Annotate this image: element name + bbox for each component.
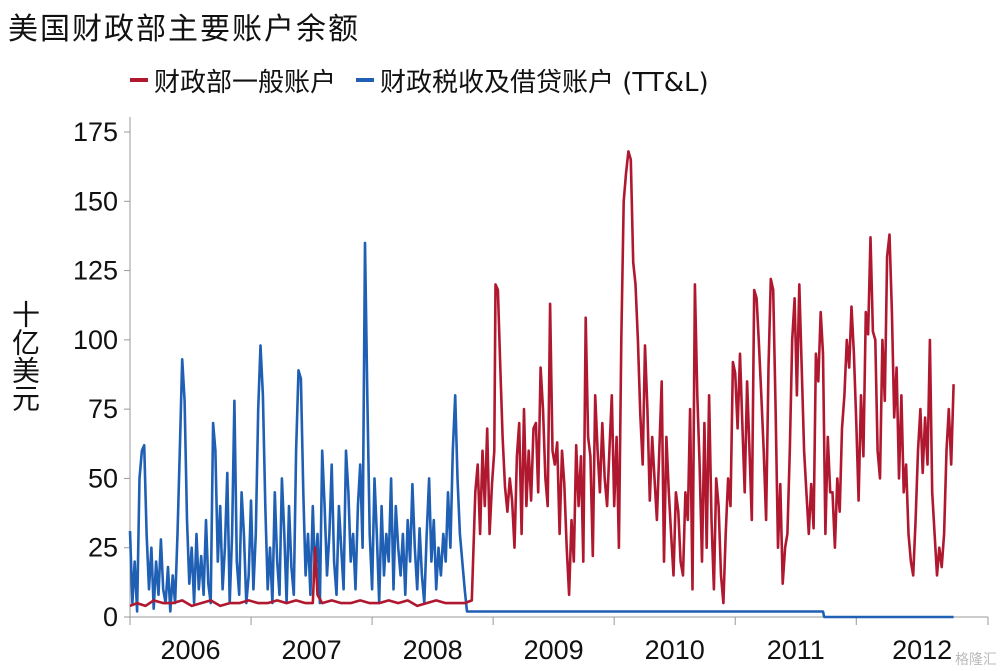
legend-label-ttl-account: 财政税收及借贷账户 (TT&L) [380, 67, 709, 98]
legend-label-general-account: 财政部一般账户 [154, 67, 337, 98]
series-line-ttl-account [128, 241, 954, 619]
y-tick-label: 25 [88, 533, 118, 563]
x-tick-label: 2009 [524, 635, 584, 665]
legend: 财政部一般账户 财政税收及借贷账户 (TT&L) [130, 62, 729, 98]
watermark: 格隆汇 [955, 652, 997, 668]
y-tick-label: 0 [103, 602, 118, 632]
y-tick-label: 100 [73, 325, 118, 355]
x-tick-label: 2006 [160, 635, 220, 665]
y-tick-label: 150 [73, 186, 118, 216]
series-line-general-account [129, 150, 955, 608]
legend-swatch-general-account [130, 78, 148, 82]
legend-item-ttl-account: 财政税收及借贷账户 (TT&L) [356, 62, 709, 99]
y-tick-label: 50 [88, 463, 118, 493]
y-tick-label: 75 [88, 394, 118, 424]
y-tick-label: 125 [73, 256, 118, 286]
legend-swatch-ttl-account [356, 78, 375, 82]
x-tick-label: 2010 [645, 635, 705, 665]
x-tick-label: 2008 [403, 635, 463, 665]
x-tick-label: 2011 [767, 635, 825, 665]
legend-item-general-account: 财政部一般账户 [130, 62, 336, 99]
chart-title: 美国财政部主要账户余额 [8, 12, 360, 47]
x-tick-label: 2007 [282, 635, 342, 665]
y-axis-label: 十亿美元 [8, 300, 41, 412]
x-tick-label: 2012 [892, 635, 952, 665]
y-tick-label: 175 [73, 117, 118, 147]
